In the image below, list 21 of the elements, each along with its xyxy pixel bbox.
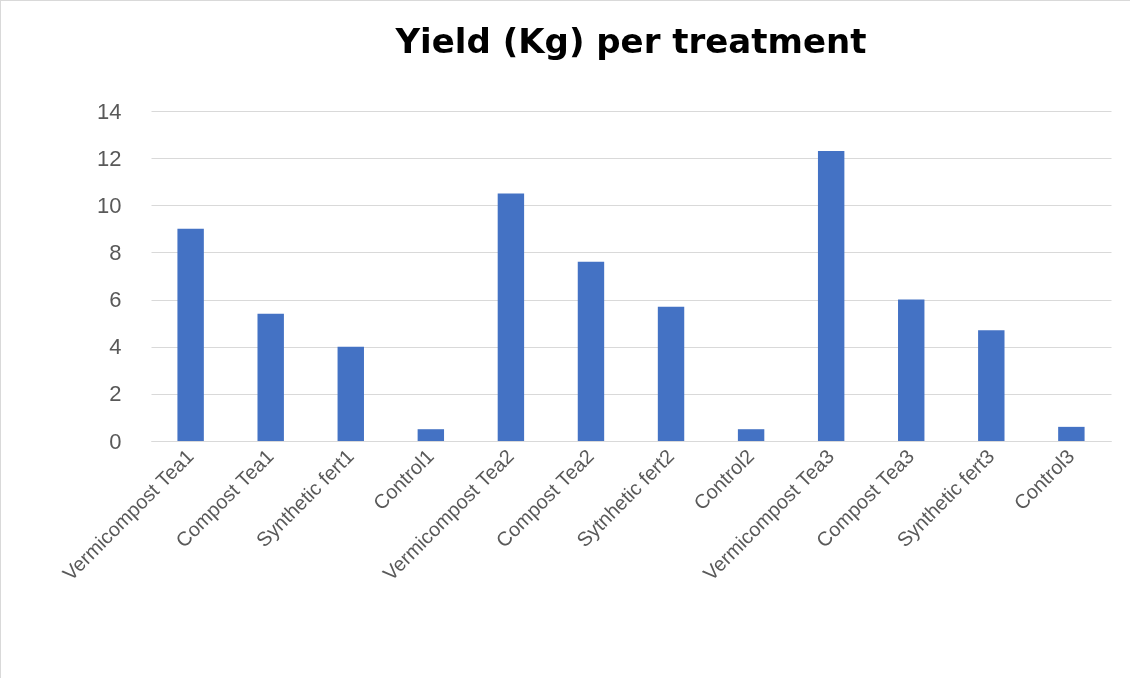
bar: [1058, 426, 1085, 441]
bar: [337, 346, 364, 441]
y-tick-label: 2: [109, 381, 122, 407]
y-tick-label: 10: [97, 192, 122, 218]
y-tick-label: 0: [109, 428, 122, 454]
y-tick-label: 14: [97, 98, 122, 124]
bar: [737, 429, 765, 441]
y-tick-label: 8: [109, 239, 122, 265]
bar: [978, 330, 1005, 441]
bar: [898, 299, 925, 441]
y-tick-label: 6: [109, 287, 122, 313]
bar: [577, 261, 605, 441]
bar: [417, 429, 445, 441]
bar: [257, 313, 284, 441]
bar: [657, 306, 685, 441]
bar: [817, 151, 845, 441]
bar: [177, 228, 204, 441]
bar: [497, 193, 525, 441]
chart-title: Yield (Kg) per treatment: [394, 21, 867, 61]
y-tick-label: 4: [109, 334, 122, 360]
y-tick-label: 12: [97, 145, 122, 171]
